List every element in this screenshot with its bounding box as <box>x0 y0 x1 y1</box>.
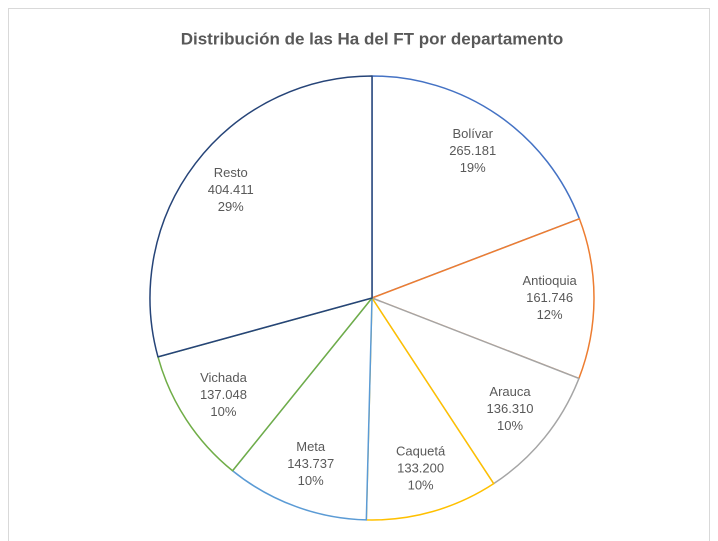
slice-label-value: 137.048 <box>200 387 247 402</box>
pie-slice <box>371 297 580 485</box>
chart-title: Distribución de las Ha del FT por depart… <box>181 29 564 48</box>
pie <box>149 75 595 521</box>
slice-label-name: Arauca <box>489 384 531 399</box>
slice-label-percent: 10% <box>497 418 523 433</box>
labels: Bolívar 265.181 19% Antioquia 161.746 12% Arau… <box>200 126 578 492</box>
slice-label-percent: 10% <box>210 404 236 419</box>
slice-label-name: Caquetá <box>396 443 446 458</box>
slice-label-name: Antioquia <box>522 273 577 288</box>
slice-label-percent: 29% <box>218 199 244 214</box>
slice-label-percent: 10% <box>408 477 434 492</box>
pie-slice <box>149 75 373 358</box>
slice-label-value: 136.310 <box>487 401 534 416</box>
slice-label-percent: 12% <box>537 307 563 322</box>
slice-label-percent: 19% <box>460 160 486 175</box>
slice-label-name: Meta <box>296 439 326 454</box>
pie-slice <box>371 218 595 380</box>
pie-slice <box>365 297 495 521</box>
pie-slice <box>371 75 581 299</box>
slice-label-value: 143.737 <box>287 456 334 471</box>
slice-label-name: Vichada <box>200 370 248 385</box>
pie-slice <box>157 297 373 472</box>
slice-label-value: 404.411 <box>208 182 254 197</box>
slice-label-value: 133.200 <box>397 460 444 475</box>
slice-label-name: Bolívar <box>452 126 493 141</box>
pie-slice <box>231 297 373 521</box>
slice-label-name: Resto <box>214 165 248 180</box>
slice-label-value: 161.746 <box>526 290 573 305</box>
slice-label-value: 265.181 <box>449 143 496 158</box>
slice-label-percent: 10% <box>298 473 324 488</box>
